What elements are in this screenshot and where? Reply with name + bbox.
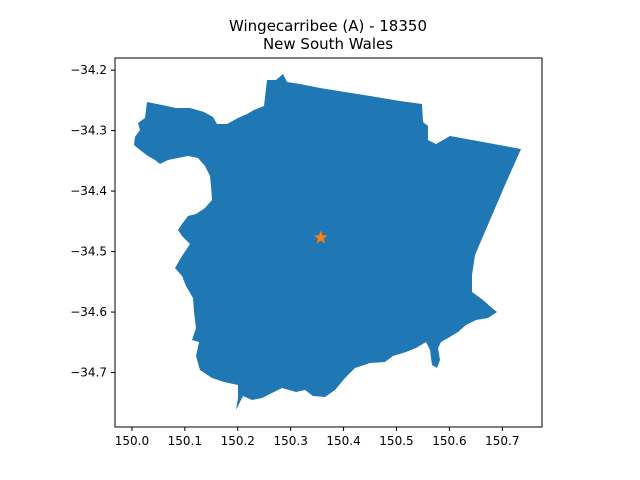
x-tick-label: 150.4 [326,434,360,448]
y-tick-label: −34.4 [70,184,107,198]
star-icon [314,230,328,244]
map-title-line2: New South Wales [263,35,393,53]
region-polygon [134,74,521,410]
x-tick-label: 150.5 [379,434,413,448]
x-tick-label: 150.2 [221,434,255,448]
x-tick-label: 150.6 [432,434,466,448]
plot-area [134,74,521,410]
centroid-marker-layer [314,230,328,244]
x-tick-label: 150.0 [115,434,149,448]
y-tick-label: −34.6 [70,305,107,319]
y-tick-label: −34.2 [70,63,107,77]
x-tick-label: 150.3 [273,434,307,448]
axes-frame [114,57,543,428]
map-title-line1: Wingecarribee (A) - 18350 [229,17,427,35]
y-tick-label: −34.3 [70,124,107,138]
x-axis: 150.0 150.1 150.2 150.3 150.4 150.5 150.6 150.7 [115,427,519,448]
x-tick-label: 150.1 [168,434,202,448]
y-tick-label: −34.7 [70,366,107,380]
y-axis: −34.2 −34.3 −34.4 −34.5 −34.6 −34.7 [70,63,115,380]
y-tick-label: −34.5 [70,245,107,259]
x-tick-label: 150.7 [485,434,519,448]
